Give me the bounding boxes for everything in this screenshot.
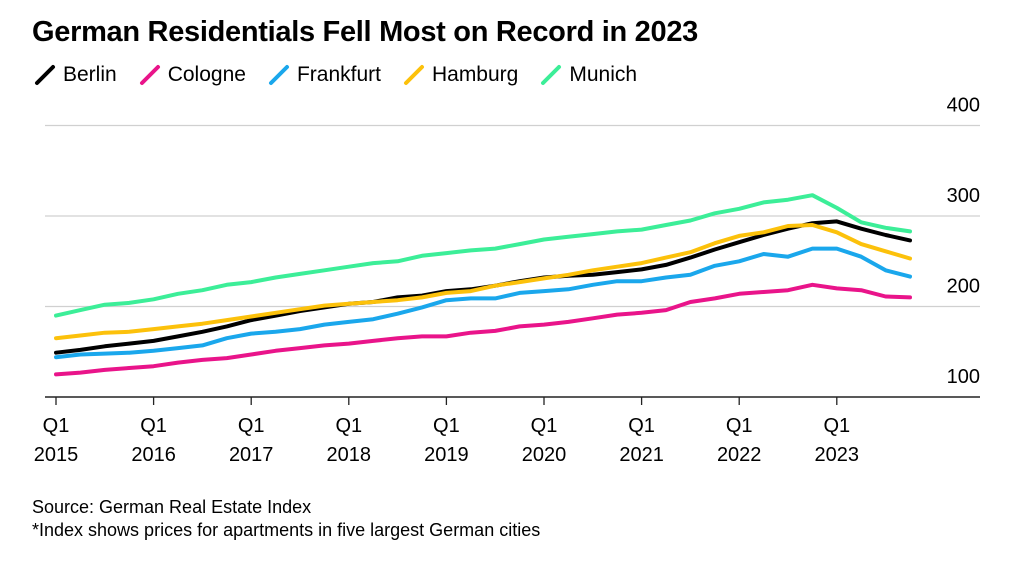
y-tick-label: 100: [947, 366, 980, 388]
x-tick-year: 2015: [34, 444, 79, 466]
x-tick-quarter: Q1: [531, 415, 558, 437]
legend-item-cologne: Cologne: [139, 63, 246, 87]
legend-swatch-icon: [139, 65, 160, 85]
x-tick-year: 2023: [815, 444, 860, 466]
x-tick-quarter: Q1: [433, 415, 460, 437]
x-tick-quarter: Q1: [823, 415, 850, 437]
legend-item-munich: Munich: [540, 63, 637, 87]
x-tick-quarter: Q1: [628, 415, 655, 437]
legend-item-hamburg: Hamburg: [403, 63, 518, 87]
line-chart: 100 200 300 400 Q1 2015 Q1 2016 Q1 2017 Q1 2018 Q1 20…: [34, 95, 980, 466]
legend-swatch-icon: [403, 65, 424, 85]
legend-label: Frankfurt: [296, 63, 381, 86]
series-line-cologne: [54, 282, 912, 377]
x-tick-year: 2022: [717, 444, 762, 466]
x-tick-year: 2019: [424, 444, 469, 466]
chart-footer: Source: German Real Estate Index *Index …: [32, 496, 540, 542]
y-tick-label: 300: [947, 185, 980, 207]
x-tick-quarter: Q1: [238, 415, 265, 437]
legend-swatch-icon: [268, 65, 289, 85]
x-tick-quarter: Q1: [335, 415, 362, 437]
series-line-frankfurt: [54, 246, 912, 360]
series-line-munich: [54, 193, 912, 318]
legend-swatch-icon: [541, 65, 562, 85]
legend: Berlin Cologne Frankfurt Hamburg Munich: [34, 63, 659, 87]
x-tick-year: 2016: [131, 444, 176, 466]
series-line-hamburg: [54, 223, 912, 341]
x-tick-year: 2020: [522, 444, 567, 466]
index-note: *Index shows prices for apartments in fi…: [32, 520, 541, 540]
x-tick-quarter: Q1: [43, 415, 70, 437]
x-tick-quarter: Q1: [140, 415, 167, 437]
x-tick-year: 2017: [229, 444, 274, 466]
x-tick-quarter: Q1: [726, 415, 753, 437]
legend-label: Cologne: [167, 63, 246, 86]
legend-item-berlin: Berlin: [34, 63, 117, 87]
legend-label: Munich: [569, 63, 638, 86]
y-tick-label: 400: [947, 95, 980, 117]
source-note: Source: German Real Estate Index: [32, 497, 312, 517]
x-tick-year: 2018: [327, 444, 372, 466]
y-tick-label: 200: [947, 276, 980, 298]
legend-label: Berlin: [63, 63, 117, 86]
legend-item-frankfurt: Frankfurt: [268, 63, 381, 87]
legend-swatch-icon: [35, 65, 55, 85]
legend-label: Hamburg: [431, 63, 519, 86]
x-tick-year: 2021: [619, 444, 664, 466]
chart-title: German Residentials Fell Most on Record …: [32, 16, 698, 48]
